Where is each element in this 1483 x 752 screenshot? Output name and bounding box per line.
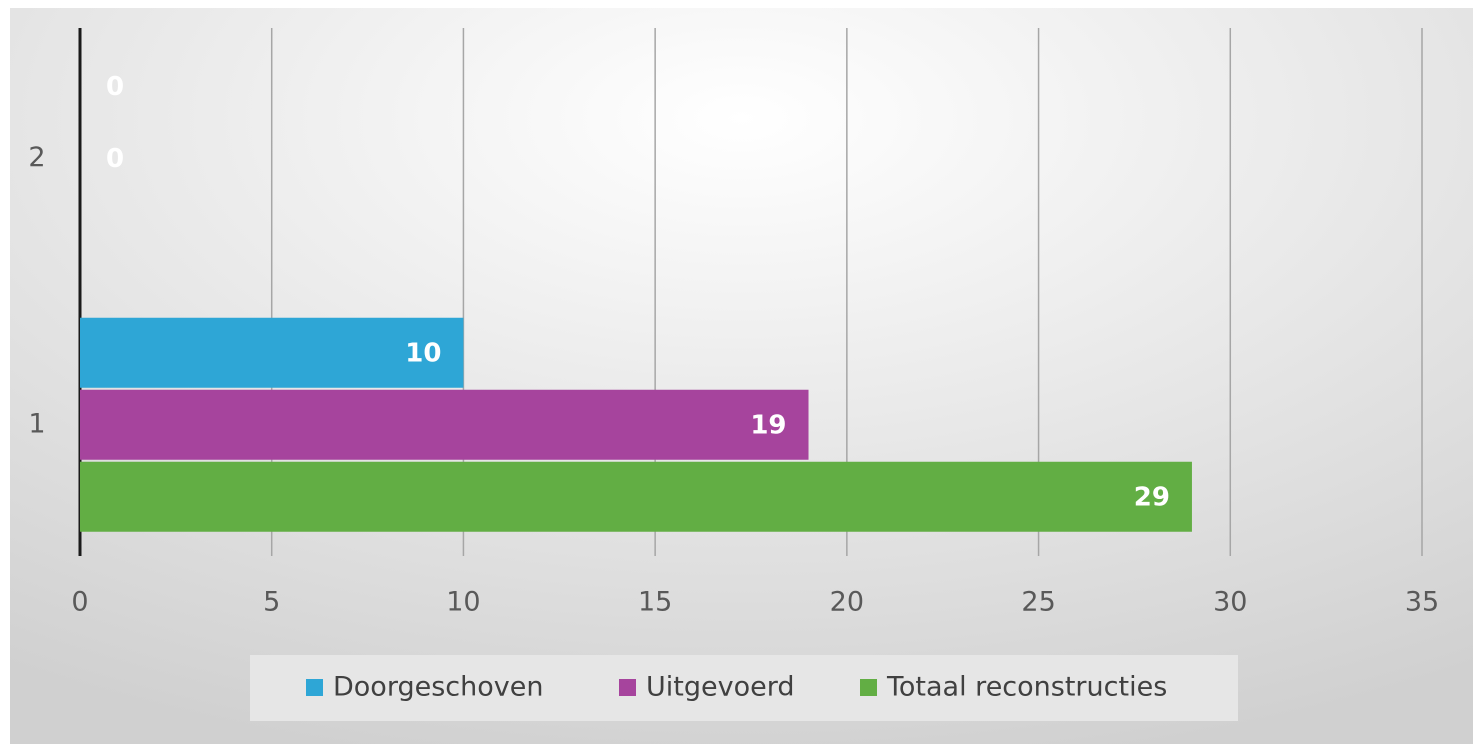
x-tick-label: 5 [263, 587, 280, 618]
bar [80, 461, 1192, 532]
legend-swatch [619, 679, 636, 696]
x-tick-label: 10 [446, 587, 480, 618]
legend-box [250, 655, 1238, 721]
value-label: 0 [106, 144, 124, 174]
value-label: 29 [1134, 482, 1170, 512]
x-tick-label: 15 [638, 587, 672, 618]
legend-label: Totaal reconstructies [886, 672, 1167, 703]
legend-swatch [860, 679, 877, 696]
x-tick-label: 25 [1021, 587, 1055, 618]
value-label: 0 [106, 72, 124, 102]
x-tick-label: 20 [830, 587, 864, 618]
x-tick-label: 0 [71, 587, 88, 618]
legend-swatch [306, 679, 323, 696]
bar [80, 317, 464, 388]
y-tick-label: 2 [28, 142, 45, 173]
value-label: 19 [750, 410, 786, 440]
value-label: 10 [405, 338, 441, 368]
x-tick-label: 30 [1213, 587, 1247, 618]
legend-label: Uitgevoerd [646, 672, 794, 703]
x-tick-label: 35 [1405, 587, 1439, 618]
bar [80, 389, 809, 460]
legend-label: Doorgeschoven [333, 672, 543, 703]
y-tick-label: 1 [28, 408, 45, 439]
